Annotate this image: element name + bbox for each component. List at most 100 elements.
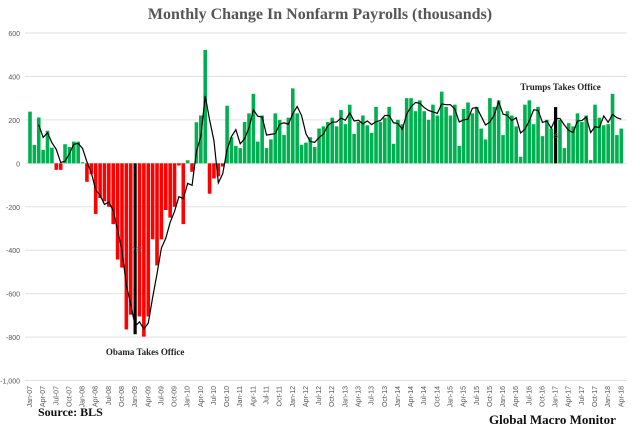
bar xyxy=(304,142,308,164)
obama-annotation: Obama Takes Office xyxy=(106,347,185,357)
bar xyxy=(115,163,120,260)
bar xyxy=(312,147,317,164)
bar xyxy=(527,100,532,164)
bar xyxy=(260,115,264,164)
y-tick-label: -400 xyxy=(6,248,20,255)
bar xyxy=(453,104,457,164)
bar xyxy=(409,98,413,164)
bar xyxy=(483,139,488,164)
bar xyxy=(269,139,273,164)
bar xyxy=(396,119,400,164)
bar xyxy=(391,143,396,164)
bar xyxy=(571,126,575,164)
x-tick-label: Jan-09 xyxy=(132,386,139,408)
bar xyxy=(229,137,234,164)
bar xyxy=(457,145,462,164)
bar xyxy=(45,130,50,164)
y-tick-label: -800 xyxy=(6,335,20,342)
bar xyxy=(36,117,41,164)
bar xyxy=(466,102,470,164)
bar xyxy=(439,91,444,164)
bar xyxy=(518,156,523,164)
bar xyxy=(523,104,527,164)
bar xyxy=(505,111,510,164)
bar xyxy=(102,163,107,202)
bar xyxy=(545,119,549,164)
bar xyxy=(330,117,335,164)
bar xyxy=(374,106,378,164)
x-tick-label: Oct-10 xyxy=(224,386,231,407)
y-tick-label: -600 xyxy=(6,292,20,299)
bar xyxy=(461,109,466,164)
bar xyxy=(413,111,418,164)
bar xyxy=(584,115,589,164)
bar xyxy=(120,163,124,268)
bar xyxy=(67,147,72,164)
x-tick-label: Jul-08 xyxy=(106,386,113,405)
x-tick-label: Jan-12 xyxy=(290,386,297,408)
bar xyxy=(203,49,207,164)
bar xyxy=(282,135,286,164)
bar xyxy=(588,160,593,164)
bar xyxy=(207,163,212,194)
bar xyxy=(238,148,243,164)
x-tick-label: Jul-16 xyxy=(526,386,533,405)
bar xyxy=(597,117,602,164)
x-tick-label: Jan-08 xyxy=(80,386,87,408)
bar xyxy=(514,126,518,164)
bar xyxy=(212,163,216,179)
bar xyxy=(225,105,229,164)
bar xyxy=(496,100,501,164)
bar xyxy=(168,163,172,218)
bar xyxy=(137,163,142,317)
bar xyxy=(479,128,483,164)
brand-label: Global Macro Monitor xyxy=(489,412,616,427)
bar xyxy=(343,124,348,164)
bar xyxy=(172,163,177,207)
bar xyxy=(510,115,514,164)
bar xyxy=(194,122,199,164)
bar xyxy=(177,163,181,166)
x-tick-label: Apr-15 xyxy=(461,386,468,407)
x-tick-label: Jul-17 xyxy=(579,386,586,405)
bar xyxy=(216,163,221,177)
bar xyxy=(124,163,129,330)
bar xyxy=(159,163,164,240)
bar xyxy=(41,149,45,164)
source-label: Source: BLS xyxy=(38,405,103,419)
x-tick-label: Apr-16 xyxy=(513,386,520,407)
y-tick-label: 400 xyxy=(8,74,20,81)
x-tick-label: Jan-16 xyxy=(500,386,507,408)
x-tick-label: Jan-14 xyxy=(395,386,402,408)
bar xyxy=(615,135,619,164)
y-tick-label: -1,000 xyxy=(0,379,20,386)
x-tick-label: Jan-18 xyxy=(605,386,612,408)
bar xyxy=(593,104,597,164)
bar xyxy=(619,128,624,164)
bar xyxy=(418,100,422,164)
bar xyxy=(163,163,168,211)
bar xyxy=(111,163,116,225)
x-tick-label: Jul-12 xyxy=(316,386,323,405)
bar xyxy=(128,163,133,315)
bar xyxy=(566,123,571,164)
x-tick-label: Apr-08 xyxy=(93,386,100,407)
x-tick-label: Oct-16 xyxy=(539,386,546,407)
bar xyxy=(339,110,343,164)
bar xyxy=(488,98,492,164)
bar xyxy=(107,163,111,207)
y-tick-label: -200 xyxy=(6,205,20,212)
bar xyxy=(299,144,304,164)
bar xyxy=(234,145,238,164)
x-tick-label: Apr-11 xyxy=(250,386,257,407)
bar xyxy=(580,122,584,164)
bar xyxy=(255,141,260,164)
bar xyxy=(251,93,256,164)
bar xyxy=(54,163,59,170)
x-tick-label: Oct-07 xyxy=(66,386,73,407)
y-tick-label: 600 xyxy=(8,31,20,38)
bar xyxy=(601,125,606,164)
bar xyxy=(264,148,269,164)
bar-value-label: -787 xyxy=(130,248,143,254)
bar xyxy=(444,106,448,164)
